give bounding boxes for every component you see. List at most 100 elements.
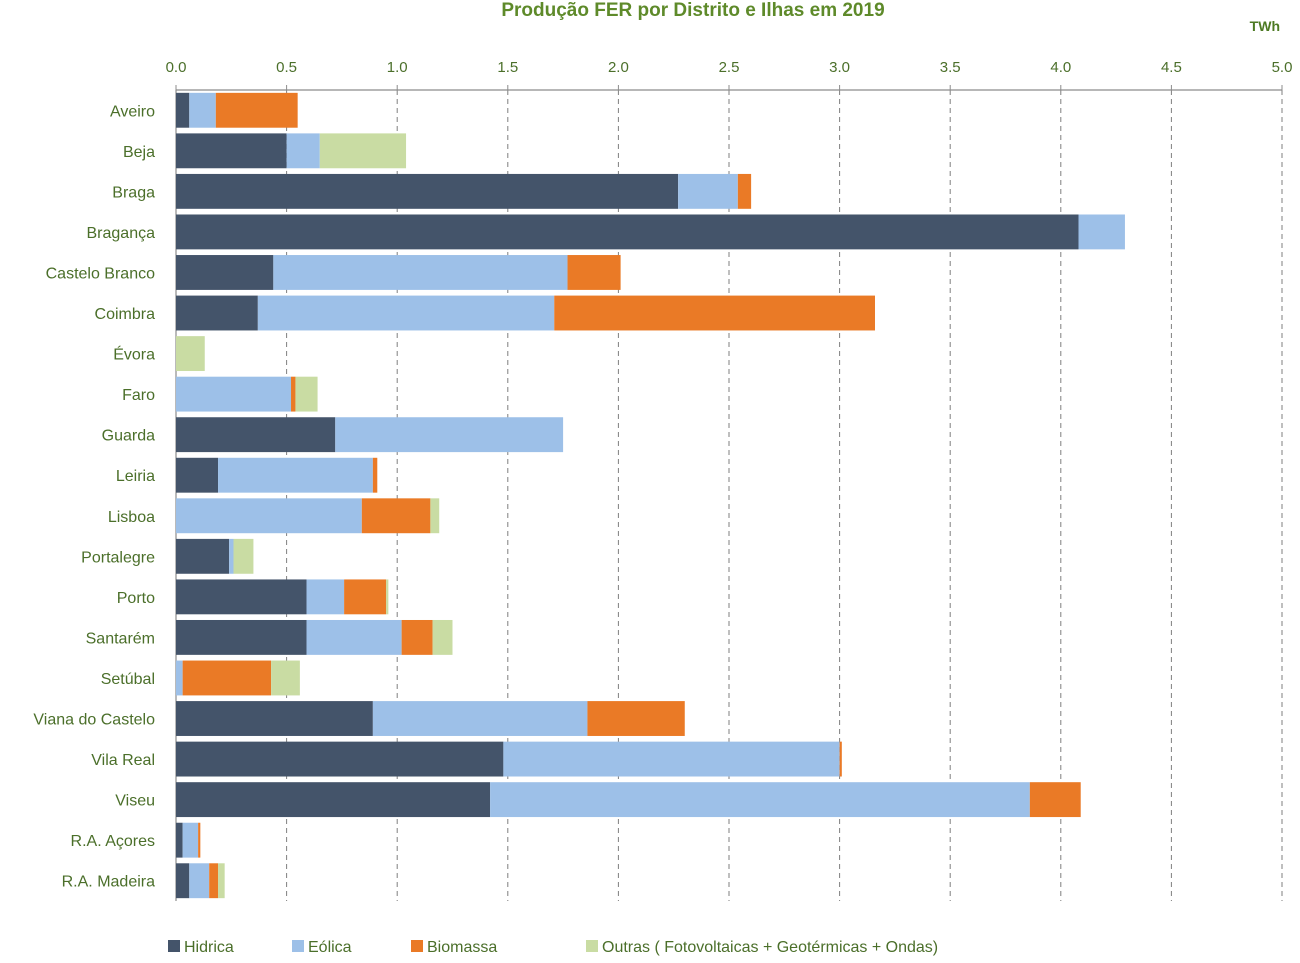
x-tick-label: 2.0 <box>608 59 629 76</box>
y-tick-label: Viseu <box>115 793 155 810</box>
bar-segment <box>176 741 504 777</box>
bar-segment <box>271 660 300 696</box>
bar-segment <box>176 619 307 655</box>
y-tick-label: Coimbra <box>95 306 156 323</box>
bar-segment <box>176 295 258 331</box>
y-tick-label: Viana do Castelo <box>33 712 155 729</box>
legend-label: Eólica <box>308 939 352 956</box>
y-tick-label: Setúbal <box>101 671 155 688</box>
y-tick-label: Leiria <box>116 468 155 485</box>
bar-segment <box>335 417 564 453</box>
y-tick-label: R.A. Açores <box>71 833 155 850</box>
bar-segment <box>176 92 190 128</box>
bar-segment <box>198 822 201 858</box>
bar-segment <box>176 336 205 372</box>
bar-segment <box>386 579 389 615</box>
bar-segment <box>273 255 568 290</box>
legend-swatch <box>292 940 304 952</box>
bars <box>176 92 1125 899</box>
bar-segment <box>490 782 1030 818</box>
x-tick-label: 2.5 <box>719 59 740 76</box>
y-tick-label: Aveiro <box>110 103 155 120</box>
bar-segment <box>176 498 362 534</box>
bar-segment <box>176 863 190 899</box>
bar-segment <box>176 457 219 493</box>
bar-segment <box>344 579 387 615</box>
bar-segment <box>176 376 292 412</box>
y-tick-label: Beja <box>123 144 155 161</box>
bar-segment <box>189 863 210 899</box>
x-tick-label: 3.5 <box>940 59 961 76</box>
bar-segment <box>176 417 336 453</box>
legend-swatch <box>411 940 423 952</box>
y-tick-label: Bragança <box>87 225 156 242</box>
x-tick-label: 0.5 <box>276 59 297 76</box>
legend-label: Outras ( Fotovoltaicas + Geotérmicas + O… <box>602 939 938 956</box>
bar-segment <box>306 619 402 655</box>
y-tick-label: Portalegre <box>81 549 155 566</box>
x-tick-label: 4.0 <box>1050 59 1071 76</box>
bar-segment <box>737 173 752 209</box>
bar-segment <box>176 255 274 290</box>
bar-segment <box>678 173 738 209</box>
bar-segment <box>295 376 318 412</box>
bar-segment <box>218 457 373 493</box>
bar-segment <box>176 701 373 736</box>
bar-segment <box>319 133 407 169</box>
y-tick-label: Braga <box>112 184 155 201</box>
bar-segment <box>291 376 296 412</box>
bar-segment <box>176 538 230 574</box>
x-tick-label: 0.0 <box>166 59 187 76</box>
legend-label: Hidrica <box>184 939 234 956</box>
bar-segment <box>361 498 431 534</box>
x-tick-label: 5.0 <box>1272 59 1293 76</box>
bar-segment <box>189 92 216 128</box>
bar-segment <box>372 457 378 493</box>
y-tick-label: Guarda <box>102 428 155 445</box>
gridlines <box>286 90 1283 901</box>
y-tick-label: Faro <box>122 387 155 404</box>
bar-segment <box>176 133 287 169</box>
y-tick-label: Lisboa <box>108 509 155 526</box>
bar-segment <box>233 538 254 574</box>
bar-segment <box>176 173 679 209</box>
bar-segment <box>176 579 307 615</box>
x-tick-label: 4.5 <box>1161 59 1182 76</box>
y-tick-label: R.A. Madeira <box>62 874 155 891</box>
chart-title: Produção FER por Distrito e Ilhas em 201… <box>501 0 884 21</box>
bar-segment <box>306 579 345 615</box>
x-tick-label: 3.0 <box>829 59 850 76</box>
unit-label: TWh <box>1250 18 1280 34</box>
bar-segment <box>218 863 225 899</box>
bar-segment <box>372 701 588 736</box>
bar-segment <box>182 822 199 858</box>
bar-segment <box>176 782 491 818</box>
bar-segment <box>401 619 433 655</box>
bar-segment <box>430 498 440 534</box>
bar-segment <box>176 822 183 858</box>
bar-segment <box>176 214 1079 250</box>
y-tick-label: Porto <box>117 590 155 607</box>
bar-segment <box>567 255 621 290</box>
y-tick-label: Santarém <box>86 630 155 647</box>
bar-segment <box>432 619 453 655</box>
bar-segment <box>182 660 272 696</box>
bar-segment <box>257 295 555 331</box>
x-tick-label: 1.5 <box>497 59 518 76</box>
y-tick-label: Vila Real <box>91 752 155 769</box>
bar-segment <box>503 741 840 777</box>
bar-segment <box>229 538 234 574</box>
bar-segment <box>839 741 842 777</box>
y-tick-label: Évora <box>113 345 155 364</box>
legend-swatch <box>586 940 598 952</box>
bar-segment <box>587 701 685 736</box>
bar-segment <box>1029 782 1081 818</box>
y-tick-label: Castelo Branco <box>46 265 155 282</box>
bar-segment <box>554 295 875 331</box>
y-axis: Aveiro Beja Braga Bragança Castelo Branco Coi… <box>33 103 155 890</box>
legend-label: Biomassa <box>427 939 497 956</box>
bar-segment <box>209 863 219 899</box>
bar-segment <box>176 660 183 696</box>
